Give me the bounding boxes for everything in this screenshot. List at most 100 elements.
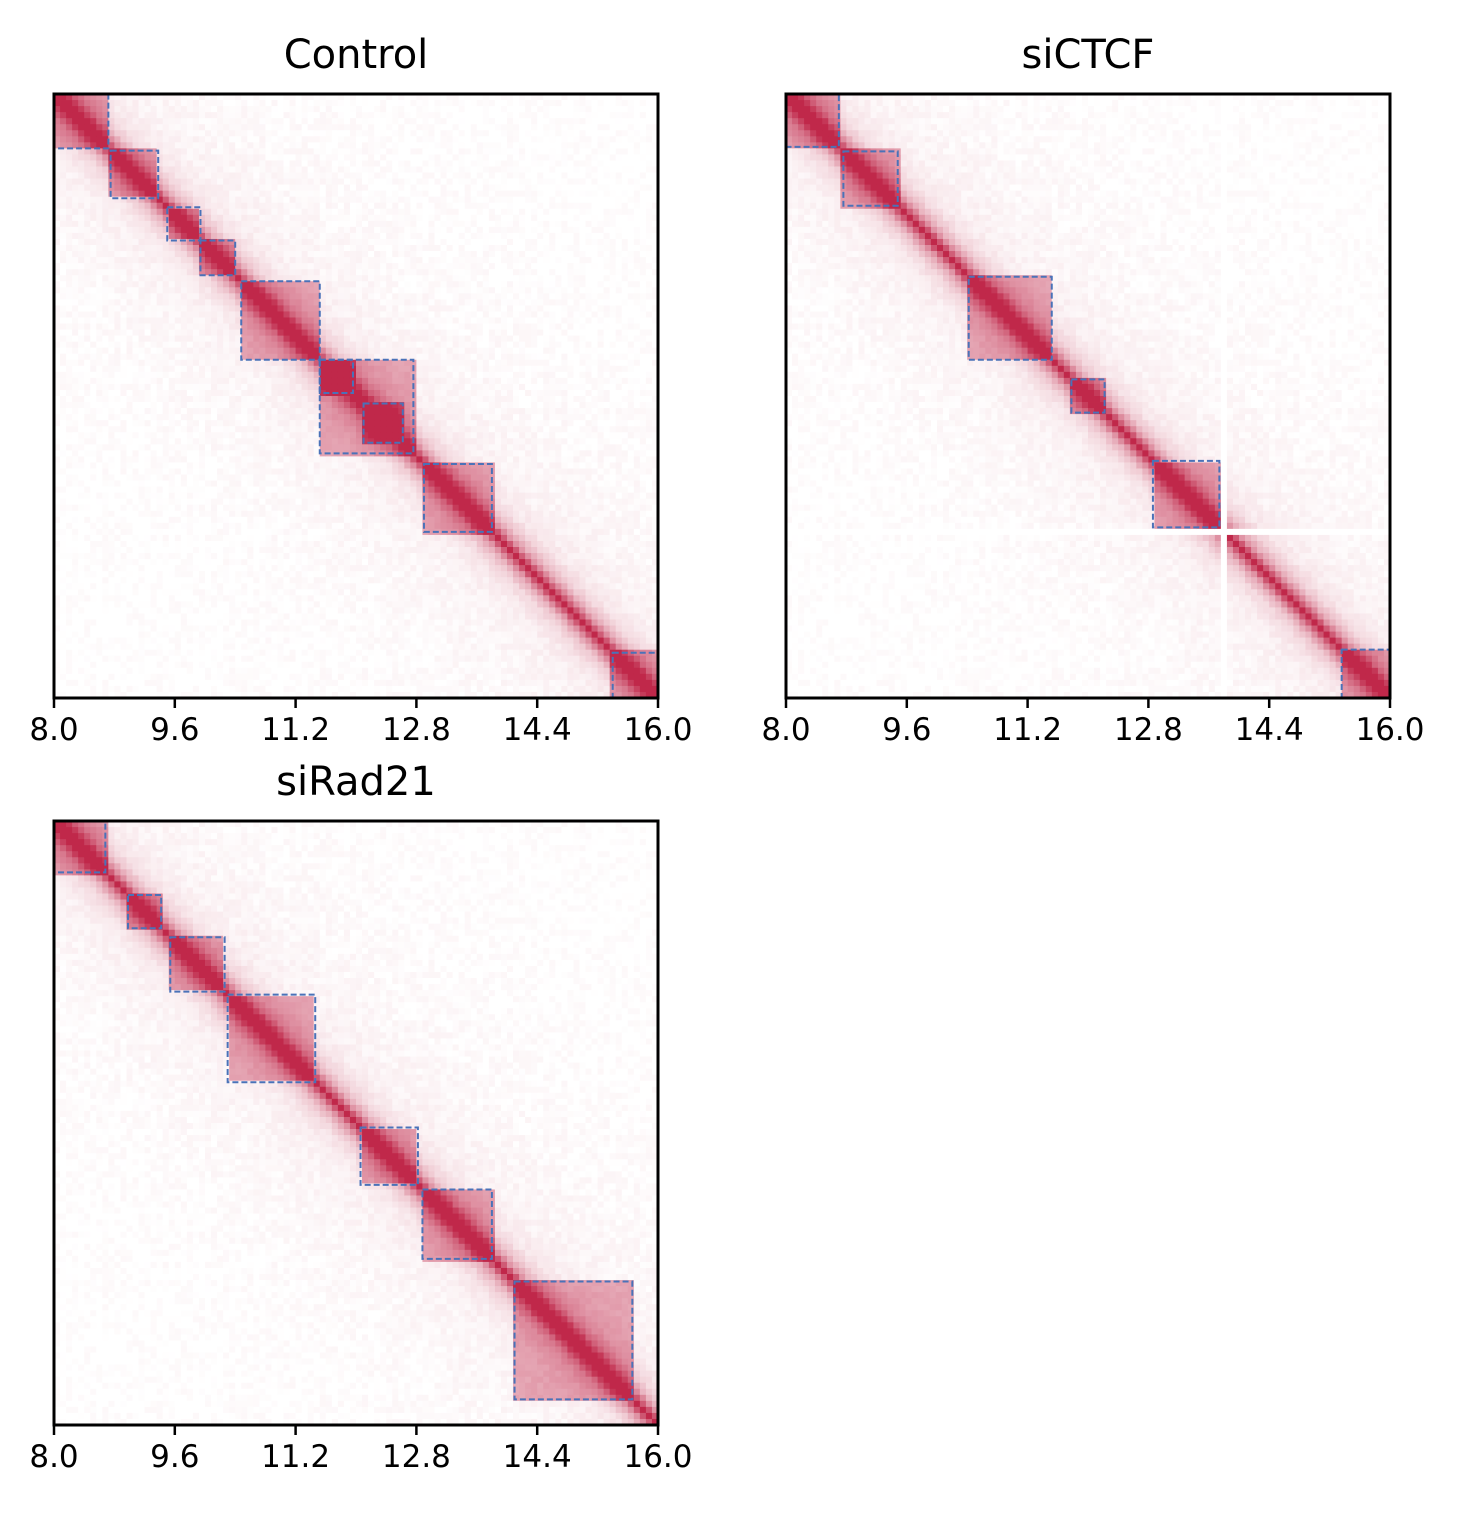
heatmap-cell [307, 208, 315, 216]
heatmap-cell [325, 287, 333, 294]
heatmap-cell [90, 571, 97, 578]
heatmap-cell [235, 691, 242, 699]
heatmap-cell [78, 547, 85, 554]
heatmap-cell [192, 172, 200, 179]
heatmap-cell [319, 124, 327, 131]
heatmap-cell [223, 220, 230, 228]
heatmap-cell [180, 504, 188, 512]
heatmap-cell [102, 667, 109, 675]
heatmap-cell [235, 685, 242, 693]
heatmap-cell [180, 214, 188, 222]
heatmap-cell [54, 522, 61, 530]
heatmap-cell [198, 637, 206, 645]
heatmap-cell [331, 438, 339, 445]
heatmap-cell [247, 565, 254, 572]
heatmap-cell [283, 263, 290, 270]
heatmap-cell [126, 130, 133, 137]
heatmap-cell [229, 559, 236, 566]
heatmap-cell [319, 257, 327, 264]
heatmap-cell [223, 534, 230, 542]
heatmap-cell [162, 619, 170, 626]
heatmap-cell [102, 172, 109, 179]
heatmap-cell [313, 305, 321, 312]
heatmap-cell [168, 112, 176, 119]
heatmap-cell [90, 202, 97, 210]
heatmap-cell [186, 245, 194, 252]
heatmap-cell [66, 553, 73, 560]
heatmap-cell [313, 432, 321, 439]
heatmap-cell [186, 601, 194, 608]
heatmap-cell [180, 263, 188, 270]
heatmap-cell [331, 214, 339, 222]
heatmap-cell [265, 214, 272, 222]
heatmap-cell [162, 540, 170, 548]
heatmap-cell [259, 106, 266, 113]
heatmap-cell [295, 166, 303, 173]
heatmap-cell [108, 498, 115, 506]
heatmap-cell [331, 100, 339, 107]
heatmap-cell [319, 335, 327, 343]
heatmap-cell [126, 214, 133, 222]
heatmap-cell [84, 251, 91, 258]
heatmap-cell [229, 166, 236, 173]
heatmap-cell [265, 589, 272, 596]
heatmap-cell [96, 305, 103, 312]
heatmap-cell [319, 208, 327, 216]
heatmap-cell [78, 275, 85, 282]
heatmap-cell [54, 178, 61, 185]
heatmap-cell [229, 420, 236, 427]
heatmap-cell [162, 450, 170, 457]
heatmap-cell [192, 643, 200, 651]
heatmap-cell [168, 402, 176, 409]
heatmap-cell [54, 341, 61, 349]
heatmap-cell [211, 311, 218, 318]
heatmap-cell [349, 94, 357, 101]
heatmap-cell [241, 190, 248, 198]
heatmap-cell [247, 601, 254, 608]
heatmap-cell [229, 498, 236, 506]
heatmap-cell [162, 553, 170, 560]
heatmap-cell [108, 553, 115, 560]
heatmap-cell [192, 311, 200, 318]
heatmap-cell [72, 565, 79, 572]
heatmap-cell [132, 184, 139, 192]
heatmap-cell [211, 124, 218, 131]
heatmap-cell [120, 534, 127, 542]
heatmap-cell [96, 232, 103, 240]
heatmap-cell [337, 649, 345, 657]
heatmap-cell [66, 613, 73, 620]
heatmap-cell [349, 456, 357, 463]
heatmap-cell [156, 655, 164, 663]
heatmap-cell [114, 655, 121, 663]
heatmap-cell [180, 607, 188, 614]
heatmap-cell [259, 178, 266, 185]
heatmap-cell [78, 595, 85, 602]
heatmap-cell [150, 335, 158, 343]
heatmap-cell [114, 613, 121, 620]
heatmap-cell [229, 577, 236, 584]
heatmap-cell [301, 583, 309, 590]
heatmap-cell [253, 238, 260, 246]
heatmap-cell [96, 426, 103, 433]
heatmap-cell [307, 547, 315, 554]
heatmap-cell [84, 226, 91, 234]
heatmap-cell [229, 263, 236, 270]
heatmap-cell [307, 142, 315, 149]
heatmap-cell [156, 534, 164, 542]
heatmap-cell [162, 625, 170, 632]
heatmap-cell [277, 311, 284, 318]
heatmap-cell [343, 365, 351, 373]
heatmap-cell [259, 486, 266, 494]
heatmap-cell [174, 184, 182, 192]
heatmap-cell [265, 607, 272, 614]
heatmap-cell [205, 553, 212, 560]
heatmap-cell [349, 498, 357, 506]
heatmap-cell [114, 553, 121, 560]
heatmap-cell [325, 257, 333, 264]
heatmap-cell [60, 637, 67, 645]
heatmap-cell [108, 329, 115, 336]
heatmap-cell [156, 613, 164, 620]
heatmap-cell [174, 130, 182, 137]
heatmap-cell [205, 118, 212, 125]
heatmap-cell [259, 426, 266, 433]
